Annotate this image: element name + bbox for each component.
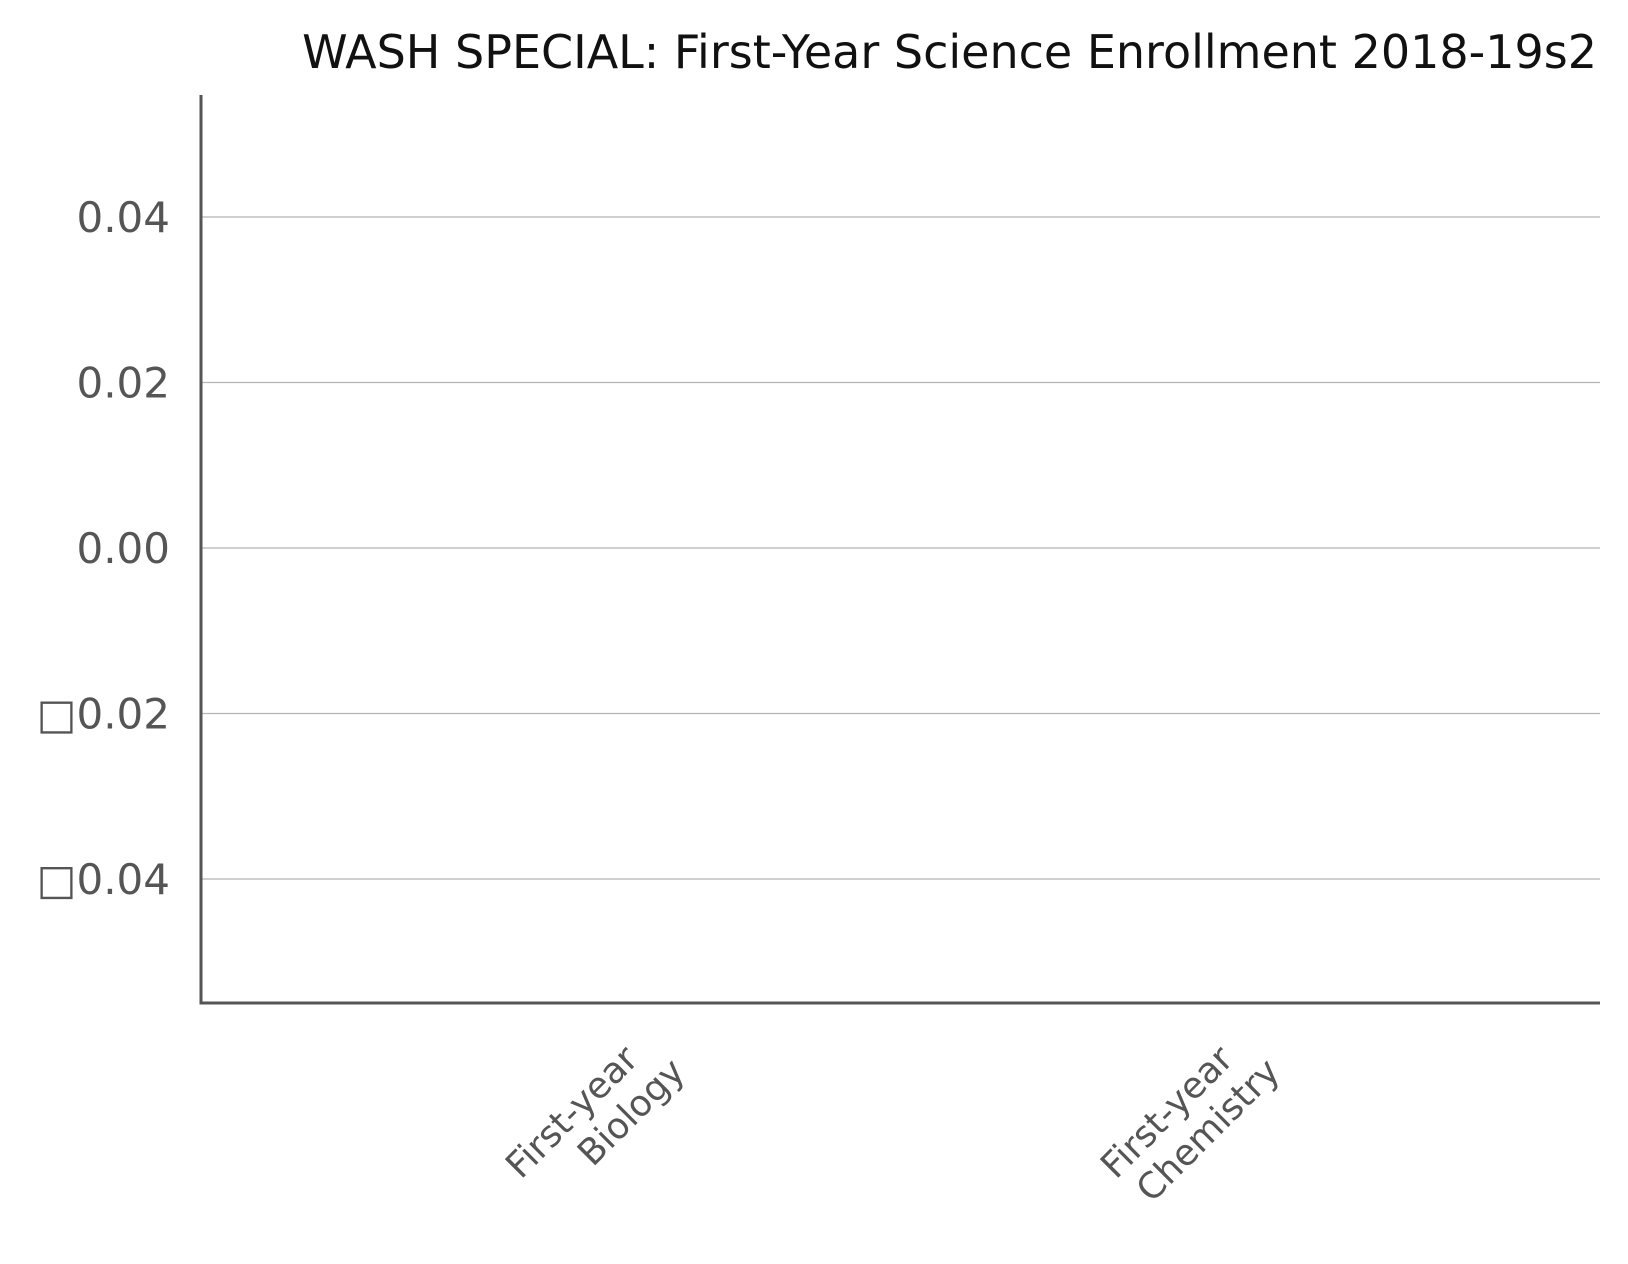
chart-title: WASH SPECIAL: First-Year Science Enrollm…: [302, 25, 1597, 79]
x-axis-tick-labels: First-yearBiology First-yearChemistry: [498, 1021, 1288, 1216]
y-tick-label: □0.04: [37, 855, 170, 904]
x-tick-label: First-yearChemistry: [1093, 1021, 1288, 1216]
y-tick-label: 0.00: [76, 524, 170, 573]
x-tick-label: First-yearBiology: [498, 1021, 693, 1216]
axes: [199, 95, 1600, 1005]
y-tick-label: 0.02: [76, 359, 170, 408]
y-tick-label: □0.02: [37, 690, 170, 739]
y-axis-tick-labels: 0.04 0.02 0.00 □0.02 □0.04: [37, 193, 170, 904]
gridlines: [201, 216, 1600, 880]
y-tick-label: 0.04: [76, 193, 170, 242]
